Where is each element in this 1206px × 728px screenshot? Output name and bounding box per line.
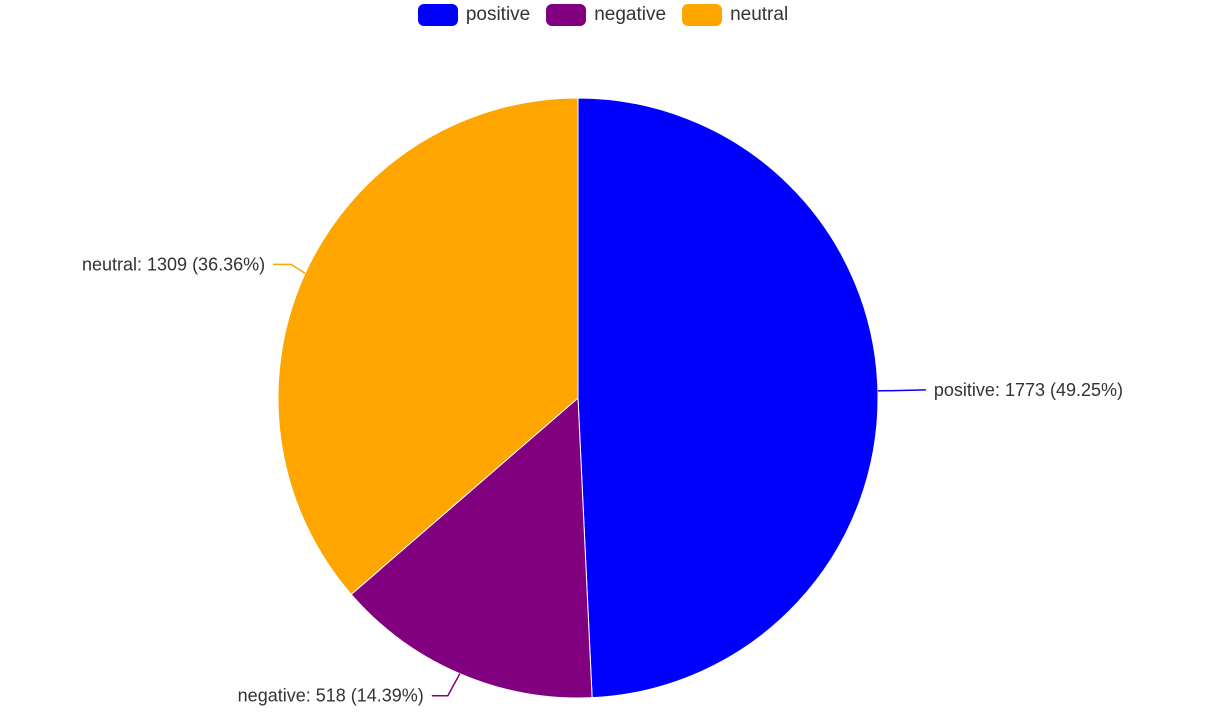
legend-swatch-neutral [682,4,723,26]
legend-swatch-negative [546,4,587,26]
pie-slice-positive[interactable] [577,97,879,699]
legend-item-neutral[interactable]: neutral [682,4,788,26]
pie-slice-negative[interactable] [350,396,593,699]
legend-label-negative: negative [594,4,667,25]
slice-label-neutral: neutral: 1309 (36.36%) [82,254,265,274]
pie-slice-neutral[interactable] [277,97,579,596]
leader-line-positive [877,389,926,392]
legend-item-positive[interactable]: positive [417,4,531,26]
pie-labels: positive: 1773 (49.25%) negative: 518 (14… [82,254,1123,705]
slice-label-positive: positive: 1773 (49.25%) [934,380,1123,400]
pie-leader-lines [273,263,926,697]
legend-swatch-positive [417,4,458,26]
legend: positive negative neutral [0,4,1206,26]
pie-slices [277,97,879,699]
slice-label-negative: negative: 518 (14.39%) [238,686,424,706]
legend-label-neutral: neutral [730,4,789,25]
leader-line-neutral [273,263,306,274]
legend-label-positive: positive [465,4,531,25]
leader-line-negative [431,673,461,697]
legend-item-negative[interactable]: negative [546,4,666,26]
